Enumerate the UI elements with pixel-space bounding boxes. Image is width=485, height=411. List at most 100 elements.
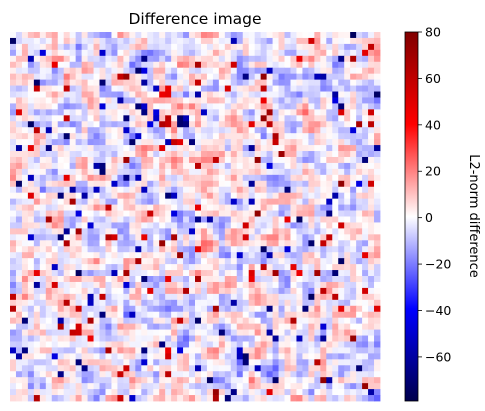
heatmap-cell — [260, 121, 268, 128]
heatmap-cell — [236, 371, 244, 378]
heatmap-cell — [135, 180, 142, 188]
heatmap-cell — [266, 186, 273, 194]
heatmap-cell — [93, 162, 100, 170]
heatmap-cell — [10, 151, 17, 158]
heatmap-cell — [63, 32, 71, 39]
heatmap-cell — [195, 73, 202, 81]
heatmap-cell — [123, 365, 130, 372]
heatmap-cell — [278, 97, 285, 104]
heatmap-cell — [350, 115, 357, 122]
heatmap-cell — [338, 246, 345, 253]
heatmap-cell — [99, 49, 106, 57]
heatmap-cell — [272, 341, 279, 348]
heatmap-cell — [314, 73, 321, 81]
heatmap-cell — [165, 353, 172, 360]
heatmap-cell — [111, 162, 118, 170]
heatmap-cell — [10, 222, 17, 229]
heatmap-cell — [344, 264, 351, 271]
heatmap-cell — [153, 61, 160, 69]
heatmap-cell — [350, 371, 357, 378]
heatmap-cell — [147, 61, 154, 69]
heatmap-cell — [320, 329, 327, 336]
heatmap-cell — [248, 252, 256, 259]
heatmap-cell — [135, 67, 142, 75]
heatmap-cell — [159, 198, 166, 205]
heatmap-cell — [10, 270, 17, 277]
heatmap-cell — [356, 311, 363, 319]
heatmap-cell — [272, 73, 279, 81]
heatmap-cell — [314, 121, 321, 128]
heatmap-cell — [63, 192, 71, 200]
heatmap-cell — [57, 162, 65, 170]
heatmap-cell — [308, 216, 315, 223]
heatmap-cell — [314, 377, 321, 384]
heatmap-cell — [230, 371, 238, 378]
heatmap-cell — [129, 210, 136, 217]
heatmap-cell — [27, 210, 35, 217]
heatmap-cell — [356, 264, 363, 271]
heatmap-cell — [230, 389, 238, 396]
heatmap-cell — [302, 383, 309, 390]
heatmap-cell — [272, 115, 279, 122]
heatmap-cell — [21, 329, 29, 336]
heatmap-cell — [135, 55, 142, 63]
heatmap-cell — [296, 180, 303, 188]
heatmap-cell — [27, 329, 35, 336]
heatmap-cell — [254, 395, 262, 402]
heatmap-cell — [266, 204, 273, 211]
heatmap-cell — [129, 323, 136, 330]
heatmap-cell — [111, 252, 118, 259]
heatmap-cell — [332, 67, 339, 75]
heatmap-cell — [374, 353, 381, 360]
heatmap-cell — [111, 335, 118, 342]
heatmap-cell — [117, 43, 124, 51]
heatmap-cell — [141, 97, 148, 104]
heatmap-cell — [326, 371, 333, 378]
heatmap-cell — [87, 228, 94, 235]
heatmap-cell — [189, 371, 196, 378]
heatmap-cell — [135, 335, 142, 342]
heatmap-cell — [159, 234, 166, 241]
heatmap-cell — [189, 174, 196, 182]
heatmap-cell — [75, 246, 83, 253]
heatmap-cell — [290, 270, 297, 277]
heatmap-cell — [272, 151, 279, 158]
heatmap-cell — [338, 32, 345, 39]
heatmap-cell — [57, 252, 65, 259]
heatmap-cell — [296, 341, 303, 348]
heatmap-cell — [117, 329, 124, 336]
heatmap-cell — [290, 174, 297, 182]
heatmap-cell — [236, 109, 244, 116]
heatmap-cell — [362, 180, 369, 188]
heatmap-cell — [326, 43, 333, 51]
heatmap-cell — [57, 323, 65, 330]
heatmap-cell — [63, 79, 71, 86]
heatmap-cell — [189, 276, 196, 283]
heatmap-cell — [308, 139, 315, 146]
heatmap-cell — [45, 258, 53, 265]
heatmap-cell — [296, 311, 303, 319]
heatmap-cell — [21, 198, 29, 205]
heatmap-cell — [15, 85, 23, 92]
heatmap-cell — [141, 115, 148, 122]
heatmap-cell — [206, 341, 214, 348]
heatmap-cell — [123, 204, 130, 211]
heatmap-cell — [224, 151, 232, 158]
heatmap-cell — [206, 264, 214, 271]
heatmap-cell — [278, 240, 285, 247]
heatmap-cell — [183, 133, 190, 140]
heatmap-cell — [266, 180, 273, 188]
heatmap-cell — [195, 317, 202, 325]
heatmap-cell — [159, 174, 166, 182]
heatmap-cell — [212, 270, 220, 277]
heatmap-cell — [368, 353, 375, 360]
heatmap-cell — [93, 258, 100, 265]
heatmap-cell — [129, 109, 136, 116]
heatmap-cell — [314, 347, 321, 354]
heatmap-cell — [51, 210, 59, 217]
heatmap-cell — [99, 341, 106, 348]
heatmap-cell — [356, 156, 363, 164]
heatmap-cell — [260, 180, 268, 188]
heatmap-cell — [99, 317, 106, 325]
heatmap-cell — [356, 317, 363, 325]
